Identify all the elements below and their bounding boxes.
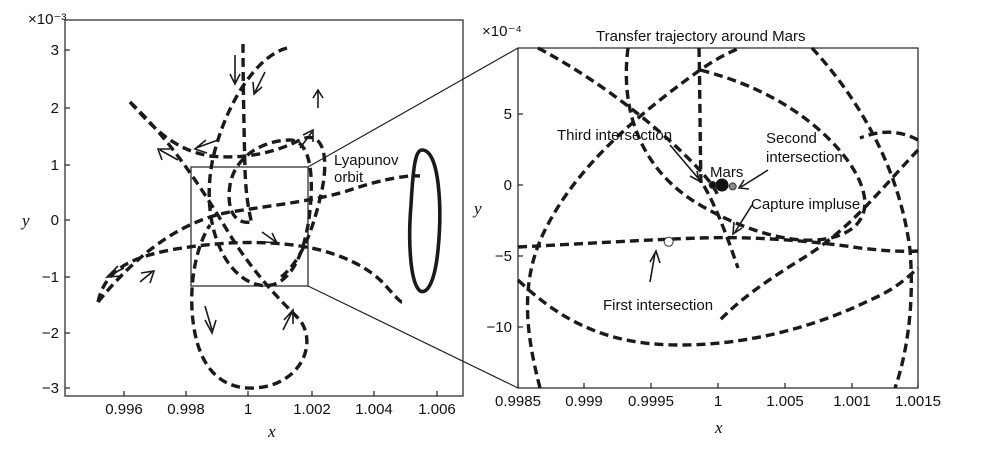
zoom-connector-bottom xyxy=(307,285,519,389)
left-x-tick-label: 1 xyxy=(244,401,252,418)
right-x-tick-label: 0.9995 xyxy=(628,393,674,410)
third-intersection-label: Third intersection xyxy=(557,127,672,144)
second-intersection-marker xyxy=(728,182,737,191)
zoom-right-curve xyxy=(810,46,914,389)
mars-label: Mars xyxy=(710,164,743,181)
right-trajectories xyxy=(516,46,920,389)
upper-loop-curve xyxy=(207,46,313,288)
right-y-ticks: 5 0 −5 −10 xyxy=(487,106,523,336)
rising-transfer-curve xyxy=(96,174,421,304)
third-intersection-marker xyxy=(708,181,717,189)
left-x-tick-label: 1.006 xyxy=(418,401,456,418)
right-chart-title: Transfer trajectory around Mars xyxy=(596,28,806,45)
zoom-far-right-curve xyxy=(859,130,919,142)
zoom-lower-arc xyxy=(516,266,920,347)
right-annotation-arrows xyxy=(649,144,769,283)
lyapunov-orbit-curve xyxy=(407,148,442,294)
zoom-horizontal-curve xyxy=(517,235,919,254)
zoom-capture-curve xyxy=(702,185,740,269)
left-x-tick-label: 1.004 xyxy=(355,401,393,418)
first-intersection-label: First intersection xyxy=(603,297,713,314)
first-intersection-marker xyxy=(663,236,674,247)
right-x-ticks: 0.9985 0.999 0.9995 1 1.005 1.001 1.0015 xyxy=(495,383,941,410)
lyapunov-annotation-line2: orbit xyxy=(334,169,364,186)
right-y-axis-label: y xyxy=(472,199,482,218)
left-x-tick-label: 0.998 xyxy=(167,401,205,418)
lower-transfer-curve xyxy=(96,240,403,304)
right-x-tick-label: 0.999 xyxy=(565,393,603,410)
left-y-tick-label: 1 xyxy=(51,157,59,174)
right-x-axis-label: x xyxy=(714,418,723,437)
right-y-tick-label: −5 xyxy=(495,248,512,265)
second-intersection-label-line1: Second xyxy=(766,130,817,147)
left-y-axis-label: y xyxy=(20,211,30,230)
left-y-tick-label: 2 xyxy=(51,100,59,117)
right-y-tick-label: 5 xyxy=(504,106,512,123)
left-y-tick-label: −1 xyxy=(42,269,59,286)
left-y-tick-label: 3 xyxy=(51,42,59,59)
left-x-tick-label: 0.996 xyxy=(105,401,143,418)
left-y-multiplier: ×10⁻³ xyxy=(28,11,66,28)
right-x-tick-label: 0.9985 xyxy=(495,393,541,410)
right-x-tick-label: 1.001 xyxy=(833,393,871,410)
left-lobe-curve xyxy=(128,100,327,280)
right-intersection-points xyxy=(663,178,737,247)
left-x-axis-label: x xyxy=(267,422,276,441)
left-plot-frame xyxy=(64,19,464,397)
right-y-tick-label: 0 xyxy=(504,177,512,194)
zoom-center-loop xyxy=(624,47,867,242)
second-intersection-label-line2: intersection xyxy=(766,149,843,166)
zoom-right-rising xyxy=(718,148,920,322)
left-y-tick-label: 0 xyxy=(51,212,59,229)
capture-impulse-label: Capture impluse xyxy=(751,196,860,213)
zoom-connector-top xyxy=(307,47,519,168)
left-y-ticks: 3 2 1 0 −1 −2 −3 xyxy=(42,42,70,397)
right-panel: Transfer trajectory around Mars ×10⁻⁴ 5 0… xyxy=(472,23,941,437)
zoom-big-arc xyxy=(525,46,741,389)
right-x-tick-label: 1.005 xyxy=(766,393,804,410)
right-x-tick-label: 1.0015 xyxy=(895,393,941,410)
approach-curve xyxy=(241,43,254,226)
zoom-approach-curve xyxy=(697,47,703,187)
left-x-ticks: 0.996 0.998 1 1.002 1.004 1.006 xyxy=(105,391,456,418)
zoom-box xyxy=(190,166,309,287)
right-x-tick-label: 1 xyxy=(714,393,722,410)
zoom-top-diagonal xyxy=(537,46,720,197)
left-x-tick-label: 1.002 xyxy=(293,401,331,418)
left-panel: ×10⁻³ 3 2 1 0 −1 −2 −3 0.996 0.998 1 1.002 1.004 1.… xyxy=(20,11,464,441)
right-y-tick-label: −10 xyxy=(487,319,512,336)
left-direction-arrows xyxy=(104,55,324,336)
right-y-multiplier: ×10⁻⁴ xyxy=(482,23,522,40)
left-y-tick-label: −2 xyxy=(42,325,59,342)
left-trajectories xyxy=(96,43,442,390)
lower-loop-curve xyxy=(128,100,309,390)
left-y-tick-label: −3 xyxy=(42,380,59,397)
lyapunov-annotation-line1: Lyapunov xyxy=(334,152,399,169)
